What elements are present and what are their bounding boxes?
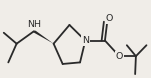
- Polygon shape: [32, 31, 54, 44]
- Text: O: O: [116, 52, 123, 61]
- Text: NH: NH: [27, 20, 41, 29]
- Text: N: N: [82, 36, 89, 45]
- Text: O: O: [105, 14, 113, 23]
